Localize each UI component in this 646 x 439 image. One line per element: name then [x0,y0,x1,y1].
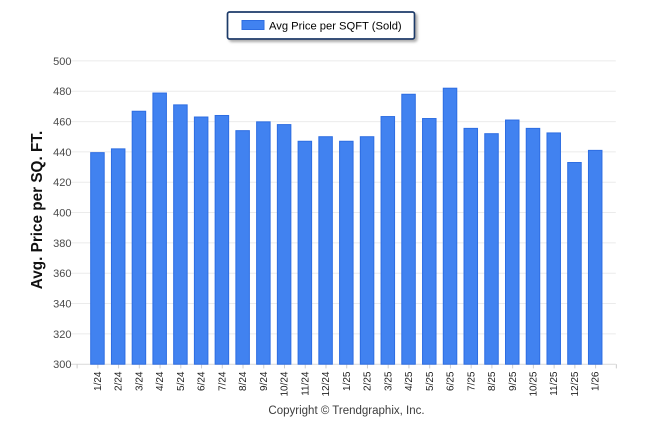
svg-text:400: 400 [53,207,71,219]
svg-text:4/24: 4/24 [155,371,166,391]
svg-text:11/25: 11/25 [549,371,560,396]
svg-text:9/24: 9/24 [259,371,270,391]
svg-text:5/25: 5/25 [425,371,436,391]
svg-text:12/24: 12/24 [321,371,332,396]
svg-text:11/24: 11/24 [300,371,311,396]
svg-text:6/24: 6/24 [197,371,208,391]
svg-text:320: 320 [53,329,71,341]
svg-text:1/25: 1/25 [342,371,353,391]
svg-text:10/25: 10/25 [528,371,539,396]
svg-text:8/25: 8/25 [487,371,498,391]
svg-text:300: 300 [53,359,71,371]
svg-text:440: 440 [53,147,71,159]
svg-text:6/25: 6/25 [446,371,457,391]
svg-text:8/24: 8/24 [238,371,249,391]
svg-text:420: 420 [53,177,71,189]
svg-text:Avg. Price per SQ. FT.: Avg. Price per SQ. FT. [29,131,46,289]
svg-text:2/25: 2/25 [363,371,374,391]
svg-text:3/24: 3/24 [134,371,145,391]
svg-text:3/25: 3/25 [383,371,394,391]
svg-text:480: 480 [53,86,71,98]
svg-text:4/25: 4/25 [404,371,415,391]
svg-text:380: 380 [53,238,71,250]
svg-text:1/24: 1/24 [93,371,104,391]
svg-text:Copyright © Trendgraphix, Inc.: Copyright © Trendgraphix, Inc. [268,405,424,417]
svg-text:2/24: 2/24 [114,371,125,391]
svg-text:12/25: 12/25 [570,371,581,396]
svg-text:460: 460 [53,117,71,129]
svg-text:Avg Price per SQFT (Sold): Avg Price per SQFT (Sold) [269,20,402,32]
svg-text:9/25: 9/25 [508,371,519,391]
svg-text:1/26: 1/26 [591,371,602,391]
svg-text:10/24: 10/24 [280,371,291,396]
svg-text:5/24: 5/24 [176,371,187,391]
svg-text:360: 360 [53,268,71,280]
svg-text:500: 500 [53,56,71,68]
svg-text:340: 340 [53,298,71,310]
svg-text:7/24: 7/24 [217,371,228,391]
svg-text:7/25: 7/25 [466,371,477,391]
